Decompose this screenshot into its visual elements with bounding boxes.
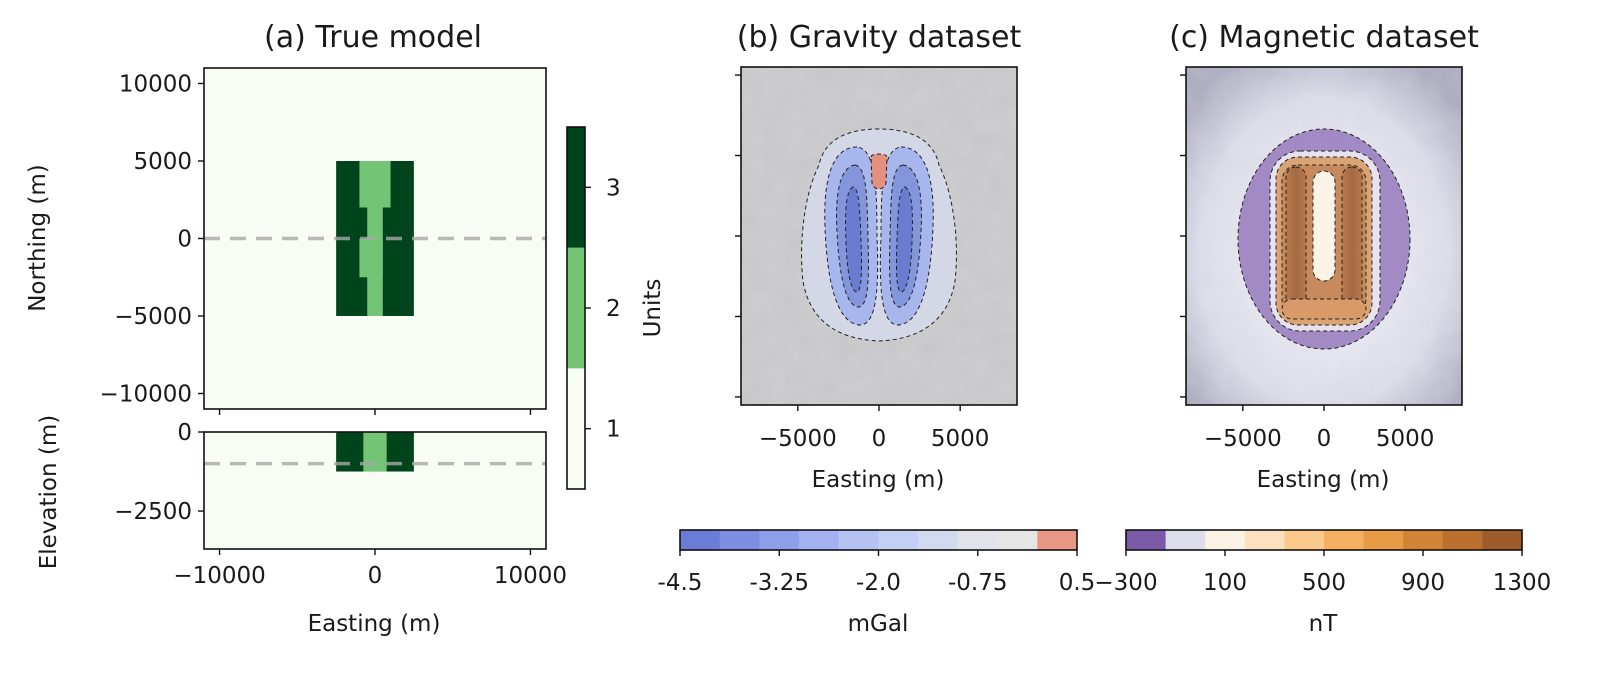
section-xtick-label-1: 0 [368,563,383,589]
magnetic-map [1186,67,1462,405]
gravity-colorbar-cell-2 [759,530,800,550]
magnetic-colorbar-tick-label-4: 1300 [1493,570,1552,596]
magnetic-colorbar-tick-label-3: 900 [1401,570,1445,596]
gravity-xtick-label-1: 0 [872,426,887,452]
gravity-xtick-label-0: −5000 [759,426,837,452]
panel-true-model: (a) True model −10000 −5000 0 5000 10000 Nor… [25,20,666,637]
panel-c-title: (c) Magnetic dataset [1169,20,1479,55]
magnetic-colorbar-label: nT [1309,611,1339,637]
units-colorbar-label: Units [640,279,666,338]
units-colorbar-ticks: 1 2 3 [585,175,621,443]
magnetic-xtick-label-0: −5000 [1204,426,1282,452]
units-colorbar-tick-label-0: 1 [606,417,621,443]
gravity-map-ticks: −5000 0 5000 [735,74,990,452]
magnetic-colorbar-cell-7 [1403,530,1444,550]
section-xtick-label-2: 10000 [494,563,567,589]
magnetic-map-xlabel: Easting (m) [1257,467,1390,493]
plan-ytick-label-3: 5000 [133,149,192,175]
plan-ytick-label-1: −5000 [114,304,192,330]
gravity-colorbar-cell-6 [918,530,959,550]
magnetic-colorbar-cell-5 [1324,530,1365,550]
section-ytick-label-0: 0 [177,420,192,446]
gravity-colorbar-cell-8 [997,530,1038,550]
gravity-colorbar-cell-9 [1037,530,1078,550]
gravity-colorbar-label: mGal [848,611,909,637]
plan-block-1 [359,161,391,208]
section-view-blocks [336,432,414,472]
units-colorbar-cell-2 [567,247,585,369]
magnetic-center-low [1312,170,1336,282]
gravity-colorbar-cell-0 [680,530,721,550]
magnetic-colorbar-cell-6 [1363,530,1404,550]
magnetic-colorbar-cells [1126,530,1523,550]
panel-b-title: (b) Gravity dataset [737,20,1022,55]
magnetic-colorbar-cell-8 [1442,530,1483,550]
section-view-xlabel: Easting (m) [308,611,441,637]
plan-view-ticks: −10000 −5000 0 5000 10000 [100,72,532,415]
magnetic-xtick-label-1: 0 [1317,426,1332,452]
magnetic-colorbar-cell-4 [1284,530,1325,550]
gravity-positive-anomaly [870,153,888,190]
section-view-ylabel: Elevation (m) [36,415,62,570]
gravity-right-lobe-core [896,186,913,293]
plan-ytick-label-0: −10000 [100,382,192,408]
plan-ytick-label-4: 10000 [119,72,192,98]
magnetic-xtick-label-2: 5000 [1376,426,1435,452]
panel-gravity: (b) Gravity dataset −5000 0 5000 Easting (… [735,20,1021,493]
gravity-xtick-label-2: 5000 [931,426,990,452]
units-colorbar-tick-label-1: 2 [606,296,621,322]
plan-ytick-label-2: 0 [177,227,192,253]
gravity-colorbar: -4.5 -3.25 -2.0 -0.75 0.5 mGal [658,529,1096,637]
panel-magnetic: (c) Magnetic dataset −5000 0 5000 Easting … [1169,20,1479,493]
magnetic-right-ridge [1341,166,1363,313]
section-ytick-label-1: −2500 [114,499,192,525]
section-block-1 [363,432,387,472]
magnetic-colorbar-tick-label-1: 100 [1203,570,1247,596]
gravity-colorbar-ticks: -4.5 -3.25 -2.0 -0.75 0.5 [658,550,1096,596]
magnetic-colorbar-cell-9 [1482,530,1523,550]
gravity-colorbar-cell-7 [957,530,999,550]
gravity-colorbar-tick-label-3: -0.75 [948,570,1008,596]
magnetic-colorbar-tick-label-2: 500 [1302,570,1346,596]
gravity-colorbar-cell-1 [719,530,760,550]
plan-block-3 [359,238,383,278]
gravity-left-lobe-core [845,186,862,293]
gravity-colorbar-tick-label-4: 0.5 [1059,570,1096,596]
units-colorbar-cells [567,127,585,489]
gravity-map [741,67,1017,405]
section-xtick-label-0: −10000 [173,563,265,589]
magnetic-colorbar-cell-1 [1165,530,1206,550]
section-view: −10000 0 10000 0 −2500 Easting (m) Elevation… [36,415,567,637]
units-colorbar-cell-3 [567,127,585,248]
magnetic-colorbar-tick-label-0: −300 [1094,570,1157,596]
gravity-colorbar-cell-3 [799,530,840,550]
magnetic-colorbar-cell-0 [1126,530,1167,550]
gravity-map-xlabel: Easting (m) [812,467,945,493]
gravity-colorbar-cell-5 [878,530,919,550]
plan-view-ylabel: Northing (m) [25,164,51,312]
magnetic-colorbar: −300 100 500 900 1300 nT [1094,529,1551,637]
units-colorbar: 1 2 3 Units [566,126,666,490]
gravity-colorbar-cell-4 [838,530,879,550]
gravity-colorbar-tick-label-1: -3.25 [749,570,809,596]
magnetic-bottom-band [1281,298,1367,320]
magnetic-map-ticks: −5000 0 5000 [1180,74,1435,452]
magnetic-colorbar-ticks: −300 100 500 900 1300 [1094,550,1551,596]
plan-view: −10000 −5000 0 5000 10000 Northing (m) [25,67,547,415]
panel-a-title: (a) True model [264,20,482,55]
gravity-colorbar-tick-label-0: -4.5 [658,570,703,596]
magnetic-colorbar-cell-3 [1244,530,1285,550]
magnetic-colorbar-cell-2 [1205,530,1246,550]
section-view-ticks: −10000 0 10000 0 −2500 [114,420,567,589]
gravity-colorbar-cells [680,530,1078,550]
magnetic-left-ridge [1285,166,1307,313]
units-colorbar-cell-1 [567,368,585,489]
gravity-colorbar-tick-label-2: -2.0 [856,570,901,596]
units-colorbar-tick-label-2: 3 [606,175,621,201]
